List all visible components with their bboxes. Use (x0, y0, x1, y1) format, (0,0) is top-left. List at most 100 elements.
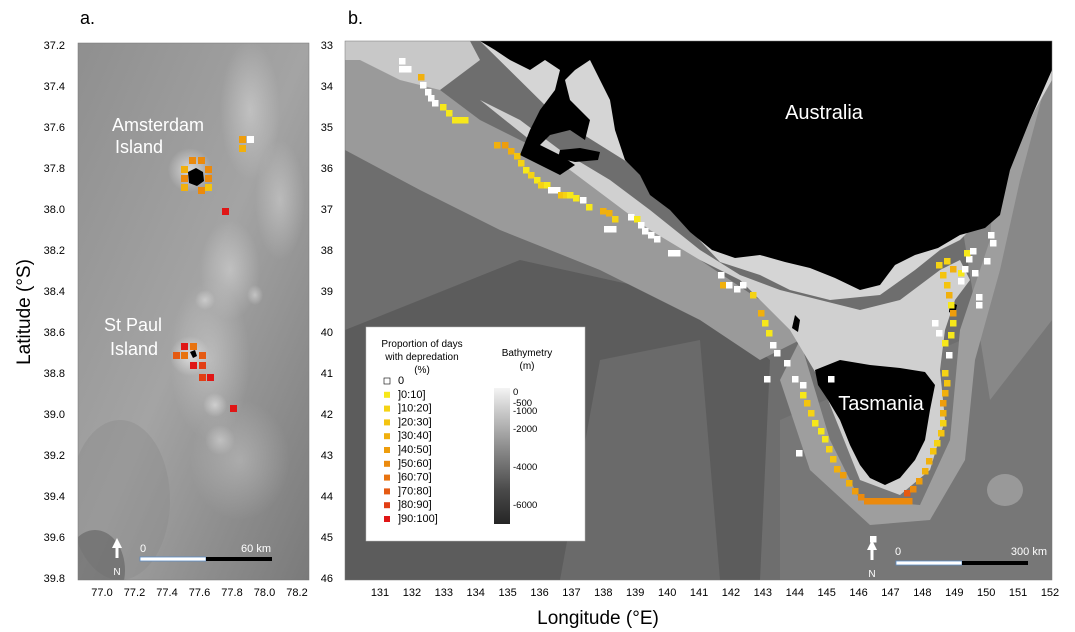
lat-tick-label-a: 37.4 (44, 81, 65, 93)
lon-tick-label-b: 138 (594, 587, 612, 599)
depredation-cell (494, 142, 501, 149)
bathy-tick-label: 0 (513, 387, 518, 398)
lon-tick-label-a: 78.0 (254, 587, 275, 599)
depredation-cell (432, 100, 439, 107)
depredation-cell (668, 250, 675, 257)
depredation-cell (870, 536, 877, 543)
scale-a-start: 0 (140, 543, 146, 555)
depredation-cell (940, 420, 947, 427)
tasmania-landmass (815, 360, 935, 485)
legend-item-label: ]10:20] (398, 403, 432, 415)
legend-box: Proportion of days with depredation (%) … (365, 326, 586, 542)
legend-item-label: ]0:10] (398, 389, 426, 401)
lat-tick-label-b: 46 (321, 573, 333, 585)
legend-item-label: ]70:80] (398, 485, 432, 497)
depredation-cell (950, 310, 957, 317)
scale-bar-b: 0 300 km (895, 546, 1047, 566)
depredation-cell (976, 294, 983, 301)
lon-tick-label-b: 131 (371, 587, 389, 599)
depredation-cell (946, 292, 953, 299)
lat-tick-label-b: 41 (321, 368, 333, 380)
lat-tick-label-a: 38.0 (44, 204, 65, 216)
depredation-cell (988, 232, 995, 239)
depredation-cell (906, 498, 913, 505)
depredation-cell (567, 192, 574, 199)
bathy-ticks: 0-500-1000 -2000 -4000 -6000 (513, 387, 537, 511)
depredation-cell (508, 148, 515, 155)
lat-tick-label-b: 37 (321, 204, 333, 216)
lat-tick-label-b: 42 (321, 409, 333, 421)
lat-tick-label-a: 39.0 (44, 409, 65, 421)
depredation-cell (938, 430, 945, 437)
lat-tick-label-b: 34 (321, 81, 333, 93)
lon-tick-label-b: 136 (530, 587, 548, 599)
depredation-cell (558, 192, 565, 199)
legend-swatch (384, 488, 390, 495)
depredation-cell (818, 428, 825, 435)
lon-tick-label-a: 77.2 (124, 587, 145, 599)
amsterdam-cells (181, 136, 254, 215)
depredation-cell (970, 248, 977, 255)
depredation-cell (904, 490, 911, 497)
bathy-title-line1: Bathymetry (502, 348, 553, 359)
lat-tick-label-b: 35 (321, 122, 333, 134)
bathy-tick-label: -4000 (513, 462, 537, 473)
depredation-cell (840, 472, 847, 479)
depredation-cell (894, 498, 901, 505)
depredation-cell (606, 210, 613, 217)
depredation-cell (812, 420, 819, 427)
depredation-cell (936, 330, 943, 337)
lat-tick-label-b: 36 (321, 163, 333, 175)
depredation-cell (514, 153, 521, 160)
bathy-colorbar (494, 388, 510, 524)
lon-tick-label-a: 77.4 (156, 587, 177, 599)
panel-a-lat-ticks: 37.2 37.4 37.6 37.8 38.0 38.2 38.4 38.6 38.8 39.0… (44, 40, 65, 585)
st-paul-cells (173, 343, 237, 412)
lon-tick-label-b: 142 (722, 587, 740, 599)
depredation-cell (930, 448, 937, 455)
depredation-cell (425, 89, 432, 96)
depredation-cell (948, 332, 955, 339)
depredation-cell (452, 117, 459, 124)
depredation-cell (784, 360, 791, 367)
amsterdam-label-line2: Island (115, 137, 163, 157)
depredation-cell (654, 236, 661, 243)
legend-swatch (384, 516, 390, 522)
depredation-cell (940, 272, 947, 279)
depredation-cell (958, 270, 965, 277)
depredation-cell (534, 177, 541, 184)
lon-tick-label-b: 132 (403, 587, 421, 599)
australia-landmass (480, 41, 1052, 290)
legend-item-label: ]60:70] (398, 472, 432, 484)
scale-b-start: 0 (895, 546, 901, 558)
tasmania-label: Tasmania (838, 393, 924, 415)
north-arrow-a: N (112, 538, 122, 578)
panel-a-label: a. (80, 8, 95, 28)
lon-tick-label-b: 139 (626, 587, 644, 599)
depredation-cell (922, 468, 929, 475)
depredation-cell (958, 278, 965, 285)
depredation-cell (804, 400, 811, 407)
depredation-cell (610, 226, 617, 233)
depredation-cell (944, 258, 951, 265)
depredation-cell (944, 282, 951, 289)
lon-tick-label-b: 141 (690, 587, 708, 599)
depredation-cell (523, 167, 530, 174)
lat-tick-label-a: 38.6 (44, 327, 65, 339)
lon-tick-label-a: 77.8 (221, 587, 242, 599)
depredation-cell (808, 410, 815, 417)
depredation-cell (900, 498, 907, 505)
lat-tick-label-a: 37.2 (44, 40, 65, 52)
legend-swatch (384, 460, 390, 467)
depredation-cell (518, 160, 525, 167)
legend-swatch (384, 419, 390, 426)
depredation-cell (964, 250, 971, 257)
depredation-cell (800, 392, 807, 399)
depredation-cell (774, 350, 781, 357)
scale-bar-a: 0 60 km (139, 543, 272, 562)
depredation-cell (600, 208, 607, 215)
depredation-cell (934, 440, 941, 447)
depredation-cell (642, 228, 649, 235)
legend-item-label: 0 (398, 375, 404, 387)
depredation-cell (638, 222, 645, 229)
